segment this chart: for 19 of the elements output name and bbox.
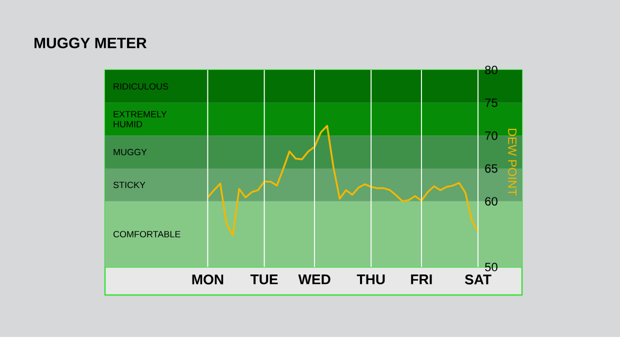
- x-tick-label: MON: [192, 274, 224, 284]
- y-tick-label: 65: [485, 164, 498, 173]
- x-tick-label: FRI: [411, 274, 432, 284]
- x-tick-label: THU: [356, 274, 385, 284]
- y-tick-label: 75: [485, 98, 498, 108]
- x-tick-label: TUE: [250, 274, 278, 284]
- x-tick-label: WED: [298, 274, 330, 284]
- y-tick-label: 60: [485, 197, 498, 206]
- chart-title: MUGGY METER: [34, 38, 147, 48]
- y-tick-label: 70: [485, 131, 498, 140]
- band-label: STICKY: [113, 182, 146, 188]
- band-label: EXTREMELY HUMID: [114, 111, 167, 128]
- y-axis-title: DEW POINT: [508, 128, 517, 196]
- band-label: RIDICULOUS: [114, 83, 168, 90]
- y-tick-label: 50: [485, 262, 498, 272]
- x-tick-label: SAT: [464, 274, 492, 284]
- line-series: [206, 124, 479, 236]
- band-label: COMFORTABLE: [113, 230, 180, 238]
- band-label: MUGGY: [114, 148, 147, 156]
